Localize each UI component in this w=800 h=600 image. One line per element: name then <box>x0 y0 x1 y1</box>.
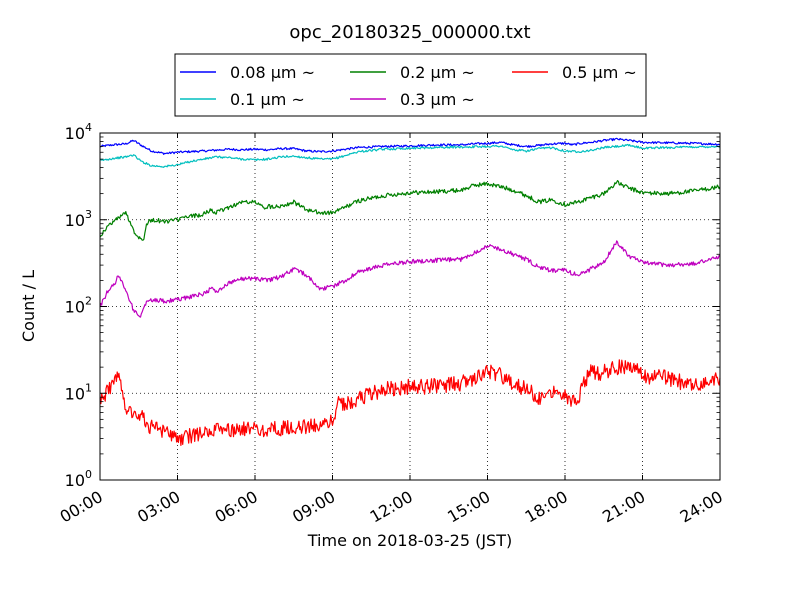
x-axis-label: Time on 2018-03-25 (JST) <box>307 531 512 550</box>
y-tick-labels: 100 101 102 103 104 <box>65 121 92 490</box>
legend: 0.08 μm ~ 0.1 μm ~ 0.2 μm ~ 0.3 μm ~ 0.5 μm … <box>174 53 647 117</box>
series-line-0_5 <box>99 359 721 446</box>
legend-label: 0.1 μm ~ <box>230 90 305 109</box>
y-tick-label: 101 <box>65 381 92 403</box>
series-line-0_3 <box>99 240 721 318</box>
legend-label: 0.3 μm ~ <box>400 90 475 109</box>
plot-area <box>99 132 721 481</box>
series-line-0_2 <box>99 180 721 241</box>
y-tick-label: 102 <box>65 295 92 317</box>
legend-label: 0.2 μm ~ <box>400 63 475 82</box>
series-lines <box>99 137 721 446</box>
y-axis-label: Count / L <box>19 270 38 342</box>
chart-title: opc_20180325_000000.txt <box>289 22 530 43</box>
legend-label: 0.5 μm ~ <box>562 63 637 82</box>
series-line-0_1 <box>99 143 721 168</box>
grid <box>100 133 720 480</box>
y-tick-label: 104 <box>65 121 92 143</box>
y-tick-label: 100 <box>65 468 92 490</box>
legend-label: 0.08 μm ~ <box>230 63 315 82</box>
y-tick-label: 103 <box>65 208 92 230</box>
series-line-0_08 <box>99 137 721 155</box>
plot-frame <box>99 132 721 481</box>
